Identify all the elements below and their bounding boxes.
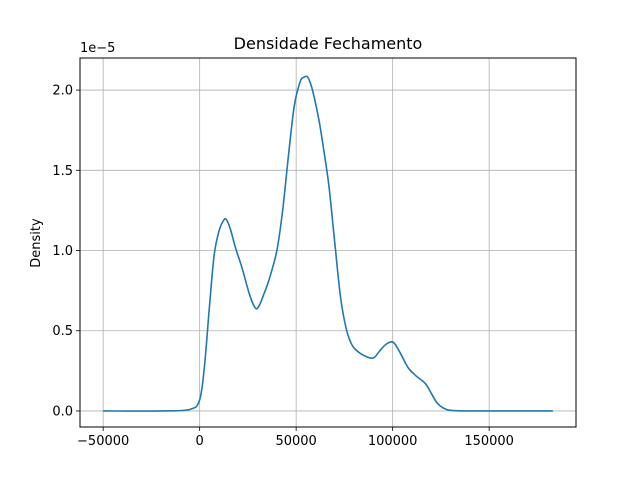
plot-frame [79,57,577,428]
y-axis-label: Density [29,218,44,268]
x-tick-label: 100000 [368,434,418,449]
density-line [103,75,553,412]
plot-area [103,75,553,412]
x-tick-label: 50000 [275,434,316,449]
y-tick-label: 0.5 [52,324,73,339]
chart-title: Densidade Fechamento [234,34,423,53]
y-tick-label: 2.0 [52,84,73,99]
y-tick-label: 1.5 [52,164,73,179]
x-tick-label: −50000 [77,434,129,449]
y-tick-label: 1.0 [52,244,73,259]
y-axis: 0.0 0.5 1.0 1.5 2.0 [52,84,80,419]
x-tick-label: 0 [196,434,204,449]
y-tick-label: 0.0 [52,404,73,419]
gridlines [80,58,576,427]
y-scale-label: 1e−5 [80,41,115,56]
x-tick-label: 150000 [464,434,514,449]
x-axis: −50000 0 50000 100000 150000 [77,427,514,449]
